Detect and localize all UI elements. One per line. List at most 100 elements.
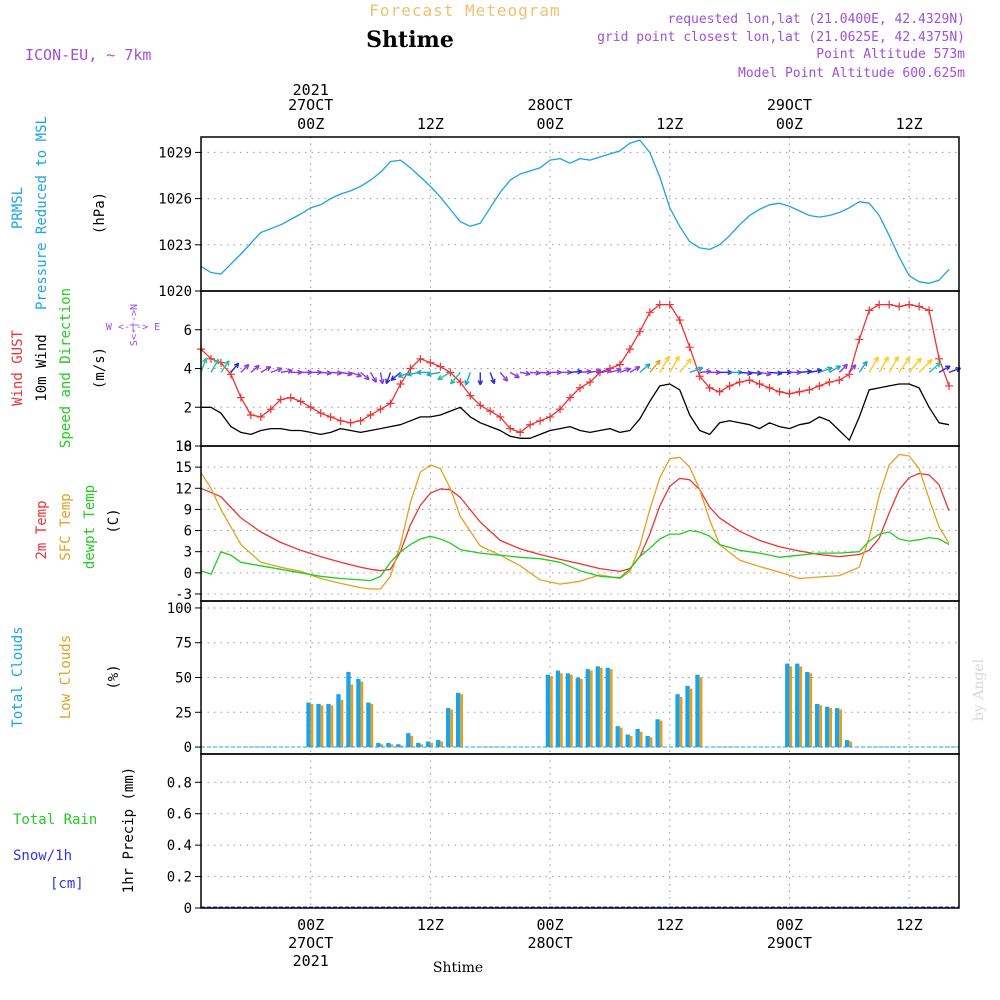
wind-arrow-head [426, 371, 432, 377]
total-cloud-bar [316, 703, 321, 748]
wind-direction-arrow [320, 370, 332, 376]
low-cloud-bar [829, 708, 833, 748]
wind-arrow-shaft [858, 360, 868, 373]
wind-gust-marker [396, 380, 405, 388]
total-cloud-bar [376, 742, 381, 748]
clouds-ytick-label: 0 [184, 740, 192, 756]
total-cloud-bar [575, 677, 580, 748]
temperature-panel: -3 0 3 6 9 12 15 18 [175, 439, 960, 603]
wind-arrow-shaft [769, 371, 783, 375]
wind-arrow-shaft [489, 372, 495, 384]
total-cloud-bar [795, 663, 800, 748]
wind-direction-arrow [499, 371, 509, 382]
wind-gust-line [200, 303, 950, 434]
wind-gust-marker [476, 401, 485, 410]
wind-direction-arrow [759, 370, 772, 377]
prmsl-label: PRMSL [10, 187, 26, 229]
wind-arrow-head [243, 363, 250, 370]
wind-gust-marker [436, 362, 445, 371]
wind-arrow-head [595, 368, 602, 374]
top-tick-label: 00Z [776, 115, 803, 133]
wind-gust-marker [426, 358, 435, 367]
wind-gust-marker [835, 376, 844, 385]
wind-gust-marker [356, 416, 365, 425]
wind-arrow-shaft [759, 371, 772, 376]
wind-gust-marker [466, 391, 475, 400]
wind-direction-arrow [210, 358, 220, 373]
total-cloud-bar [685, 685, 690, 748]
wind-direction-arrow [540, 370, 552, 376]
bottom-tick-label: 00Z [776, 916, 803, 934]
dewpt-temp-line [200, 529, 950, 582]
prmsl-line [200, 139, 950, 284]
wind-arrow-head [202, 357, 208, 364]
wind-arrow-head [697, 366, 704, 372]
wind-arrow-shaft [938, 365, 951, 373]
pressure-frame [200, 136, 960, 292]
wind-arrow-shaft [540, 371, 551, 375]
top-tick-label: 12Z [896, 115, 923, 133]
wind-gust-marker [875, 300, 884, 309]
low-cloud-bar [689, 688, 693, 748]
wind-arrow-shaft [200, 358, 207, 373]
wind-gust-marker [506, 424, 515, 433]
wind-arrow-head [347, 370, 353, 377]
precip-panel-labels: Total Rain Snow/1h [cm] 1hr Precip (mm) [13, 767, 137, 893]
total-cloud-bar [645, 735, 650, 748]
wind-direction-arrow [679, 358, 692, 373]
clouds-panel-labels: Total Clouds Low Clouds (%) [10, 626, 122, 727]
low-cloud-bar [370, 703, 374, 748]
low-cloud-bar [629, 735, 633, 748]
clouds-unit-label: (%) [106, 664, 122, 689]
dewpt-label: dewpt Temp [82, 485, 98, 569]
low-cloud-bar [340, 699, 344, 748]
wind-direction-arrow [379, 372, 385, 385]
precip-frame [200, 753, 960, 909]
wind-gust-label: Wind GUST [10, 330, 26, 406]
wind-arrow-shaft [669, 355, 680, 373]
wind-direction-arrow [789, 369, 802, 376]
wind-arrow-shaft [629, 366, 641, 373]
temperature-panel-labels: 2m Temp SFC Temp dewpt Temp (C) [34, 485, 122, 569]
total-cloud-bar [406, 733, 411, 748]
wind-direction-arrow [330, 370, 343, 376]
wind-direction-arrow [589, 368, 602, 374]
compass-south-north: S<-|->N [129, 304, 140, 346]
wind-arrow-shaft [360, 371, 370, 381]
wind-arrow-head [606, 368, 612, 374]
wind-arrow-head [287, 368, 293, 374]
total-cloud-bar [695, 674, 700, 748]
grid-point-coordinates: grid point closest lon,lat (21.0625E, 42… [597, 30, 965, 45]
low-cloud-bar [420, 744, 424, 748]
low-cloud-bar [400, 745, 404, 748]
wind-arrow-head [233, 362, 240, 369]
wind-gust-marker [865, 306, 874, 315]
wind-arrow-head [364, 374, 370, 381]
wind-direction-arrow [437, 371, 451, 381]
low-cloud-bar [330, 705, 334, 748]
wind-arrow-head [224, 360, 230, 366]
low-cloud-bar [589, 670, 593, 748]
precip-ytick-label: 0.8 [167, 775, 192, 791]
temperature-ytick-label: 15 [175, 460, 192, 476]
wind-arrow-head [827, 366, 833, 372]
total-cloud-bar [326, 703, 331, 748]
wind-arrow-shaft [819, 367, 833, 374]
total-cloud-bar [844, 740, 850, 748]
temperature-ytick-label: -3 [175, 587, 192, 603]
wind-arrow-shaft [260, 366, 272, 373]
wind-arrow-shaft [639, 363, 651, 373]
wind-arrow-shaft [649, 359, 661, 373]
wind-gust-marker [735, 378, 744, 387]
pressure-ytick-label: 1026 [158, 192, 192, 208]
total-cloud-bar [436, 740, 441, 748]
wind-arrow-head [850, 364, 857, 370]
bottom-tick-label: 27OCT [288, 934, 333, 952]
wind-gust-marker [745, 376, 754, 385]
wind-arrow-head [664, 355, 670, 362]
top-tick-label: 00Z [297, 115, 324, 133]
watermark: by Angel [971, 658, 987, 721]
wind-direction-arrow [848, 364, 857, 373]
wind-gust-marker [296, 397, 305, 406]
